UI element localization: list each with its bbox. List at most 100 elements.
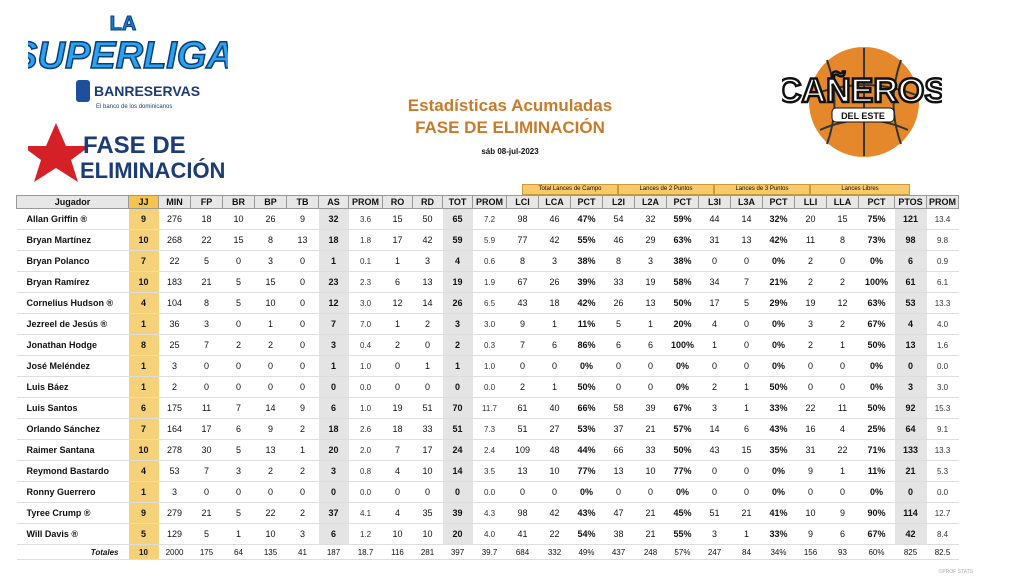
stat-cell: 1 — [538, 313, 571, 335]
total-cell: 156 — [794, 544, 827, 560]
stat-cell: 8 — [826, 229, 859, 251]
stat-cell: 18 — [538, 292, 571, 314]
stat-cell: 43% — [762, 418, 795, 440]
stat-cell: 0.0 — [926, 355, 959, 377]
stat-cell: 59 — [442, 229, 473, 251]
total-cell: 84 — [730, 544, 763, 560]
stat-cell: 0 — [442, 376, 473, 398]
stat-cell: 100% — [858, 271, 895, 293]
table-row: José Meléndez 1 3 0 0 0 0 1 1.0 0 1 1 1.0 0 0 0% 0 0 0% 0 0 0… — [16, 355, 959, 377]
stat-cell: 4.0 — [926, 313, 959, 335]
stat-cell: 75% — [858, 208, 895, 230]
page-subtitle: FASE DE ELIMINACIÓN — [415, 118, 605, 137]
stat-cell: 39% — [570, 271, 603, 293]
stat-cell: 71% — [858, 439, 895, 461]
column-header: BR — [222, 195, 255, 209]
stat-cell: 48 — [538, 439, 571, 461]
stat-cell: 10 — [254, 523, 287, 545]
stat-cell: 4 — [894, 313, 927, 335]
stat-cell: 2.4 — [472, 439, 507, 461]
stat-cell: 10 — [222, 208, 255, 230]
total-cell: 57% — [666, 544, 699, 560]
stat-cell: 0% — [762, 355, 795, 377]
stat-cell: 121 — [894, 208, 927, 230]
stat-cell: 8 — [254, 229, 287, 251]
stat-cell: 1 — [634, 313, 667, 335]
stat-cell: 2 — [286, 418, 319, 440]
superliga-text: SUPERLIGA — [28, 35, 228, 77]
stat-cell: 6 — [538, 334, 571, 356]
stat-cell: 1 — [698, 334, 731, 356]
stat-cell: 100% — [666, 334, 699, 356]
player-name: Bryan Ramírez — [16, 271, 129, 293]
total-cell: 247 — [698, 544, 731, 560]
stat-cell: 43 — [698, 439, 731, 461]
stat-cell: 54 — [602, 208, 635, 230]
column-header: PTOS — [894, 195, 927, 209]
player-name: Allan Griffin ® — [16, 208, 129, 230]
stat-cell: 19 — [382, 397, 413, 419]
stat-cell: 2.0 — [348, 439, 383, 461]
player-name: Luis Santos — [16, 397, 129, 419]
stat-cell: 7 — [382, 439, 413, 461]
stat-cell: 26 — [254, 208, 287, 230]
stat-cell: 1.8 — [348, 229, 383, 251]
stat-cell: 5 — [190, 523, 223, 545]
stat-cell: 3 — [318, 460, 349, 482]
stat-cell: 3 — [412, 250, 443, 272]
stat-cell: 0 — [794, 376, 827, 398]
stat-cell: 1 — [730, 523, 763, 545]
stat-cell: 2 — [286, 502, 319, 524]
stat-cell: 3.0 — [926, 376, 959, 398]
stat-cell: 55% — [666, 523, 699, 545]
stat-cell: 14 — [254, 397, 287, 419]
stat-cell: 7 — [222, 397, 255, 419]
stat-cell: 4 — [698, 313, 731, 335]
stat-cell: 0% — [666, 355, 699, 377]
stat-cell: 0 — [602, 355, 635, 377]
player-name: Jezreel de Jesús ® — [16, 313, 129, 335]
table-row: Jezreel de Jesús ® 1 36 3 0 1 0 7 7.0 1 2 3 3.0 9 1 11%… — [16, 313, 959, 335]
stat-cell: 0.4 — [348, 334, 383, 356]
stat-cell: 3 — [158, 355, 191, 377]
stat-cell: 38% — [570, 250, 603, 272]
stat-cell: 10 — [412, 523, 443, 545]
total-cell: 825 — [894, 544, 927, 560]
column-header: PCT — [762, 195, 795, 209]
player-name: Cornelius Hudson ® — [16, 292, 129, 314]
stat-cell: 27 — [538, 418, 571, 440]
stat-cell: 8 — [128, 334, 159, 356]
stat-cell: 10 — [128, 439, 159, 461]
stat-cell: 39 — [442, 502, 473, 524]
stat-cell: 8 — [602, 250, 635, 272]
stat-cell: 0% — [858, 481, 895, 503]
stat-cell: 13 — [730, 229, 763, 251]
stat-cell: 0% — [666, 376, 699, 398]
stat-cell: 0 — [698, 355, 731, 377]
column-header: FP — [190, 195, 223, 209]
stat-cell: 44 — [698, 208, 731, 230]
stat-cell: 1 — [382, 313, 413, 335]
stat-cell: 0 — [634, 355, 667, 377]
stat-cell: 21 — [634, 502, 667, 524]
stat-cell: 33 — [634, 439, 667, 461]
total-cell: 135 — [254, 544, 287, 560]
stat-cell: 63% — [666, 229, 699, 251]
stat-cell: 21 — [634, 418, 667, 440]
stat-cell: 4.3 — [472, 502, 507, 524]
stat-cell: 9 — [286, 208, 319, 230]
stat-cell: 77% — [666, 460, 699, 482]
stat-cell: 92 — [894, 397, 927, 419]
player-name: Tyree Crump ® — [16, 502, 129, 524]
stat-cell: 13 — [894, 334, 927, 356]
stat-cell: 50% — [666, 292, 699, 314]
stat-cell: 19 — [634, 271, 667, 293]
stat-cell: 1 — [128, 313, 159, 335]
stat-cell: 0 — [412, 376, 443, 398]
stat-cell: 9 — [128, 208, 159, 230]
player-name: Raimer Santana — [16, 439, 129, 461]
stat-cell: 13.3 — [926, 439, 959, 461]
stat-cell: 0% — [762, 313, 795, 335]
stat-cell: 31 — [698, 229, 731, 251]
column-header: PCT — [666, 195, 699, 209]
